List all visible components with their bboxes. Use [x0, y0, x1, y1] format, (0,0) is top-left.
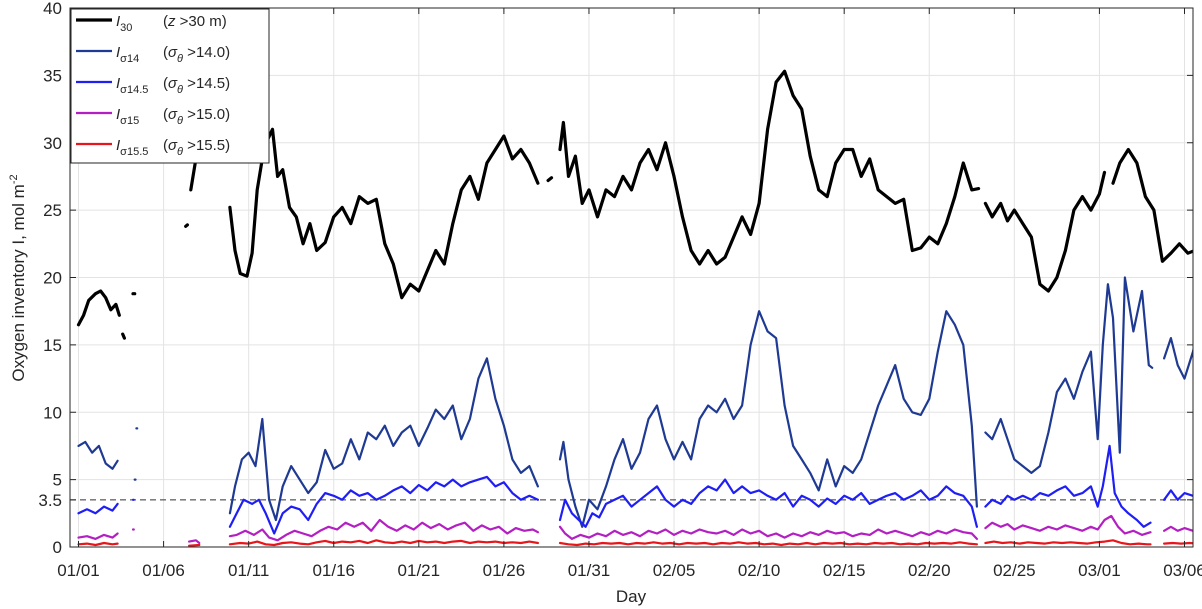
legend-box — [70, 8, 270, 164]
x-tick-label: 01/26 — [483, 561, 526, 580]
legend-condition: (σθ >14.0) — [163, 44, 230, 65]
x-tick-label: 02/20 — [908, 561, 951, 580]
y-tick-label: 5 — [53, 471, 62, 490]
series-line-segment — [121, 332, 126, 340]
series-Is155 — [77, 539, 1193, 547]
legend-label: Iσ14.5 — [116, 75, 148, 96]
legend-label: I30 — [116, 13, 132, 34]
y-axis-label-text: Oxygen inventory I, mol m — [9, 184, 28, 381]
series-line-segment — [983, 170, 1107, 293]
series-line-segment — [984, 514, 1152, 536]
x-tick-label: 02/10 — [738, 561, 781, 580]
x-axis-label: Day — [616, 587, 647, 606]
x-tick-label: 01/16 — [312, 561, 355, 580]
legend-condition: (σθ >15.5) — [163, 137, 230, 158]
series-line-segment — [1163, 337, 1193, 380]
y-tick-label: 40 — [43, 0, 62, 18]
x-tick-label: 01/21 — [398, 561, 441, 580]
legend: I30 (z >30 m) Iσ14 (σθ >14.0) Iσ14.5 (σθ >14.… — [70, 8, 270, 164]
legend-item-Is14: Iσ14 (σθ >14.0) — [76, 44, 230, 65]
y-axis-label: Oxygen inventory I, mol m-2 — [8, 174, 28, 381]
series-line-segment — [1111, 147, 1193, 263]
series-line-segment — [77, 532, 119, 540]
y-axis-ticks: 0 3.55 10 15 20 25 30 35 40 — [38, 0, 1193, 557]
series-line-segment — [558, 310, 978, 528]
series-line-segment — [558, 525, 978, 540]
legend-label: Iσ15.5 — [116, 137, 148, 158]
series-line-segment — [1163, 541, 1193, 545]
y-tick-label: 15 — [43, 336, 62, 355]
x-tick-label: 02/05 — [653, 561, 696, 580]
x-tick-label: 01/11 — [228, 561, 269, 580]
x-axis-ticks: 01/01 01/06 01/11 01/16 01/21 01/26 01/31 02/05… — [57, 8, 1202, 580]
x-tick-label: 01/01 — [57, 561, 100, 580]
legend-item-Is15: Iσ15 (σθ >15.0) — [76, 106, 230, 127]
series-Is14 — [77, 276, 1193, 528]
series-line-segment — [184, 223, 189, 228]
series-line-segment — [228, 518, 539, 542]
x-tick-label: 01/31 — [568, 561, 611, 580]
legend-item-I30: I30 (z >30 m) — [76, 13, 227, 34]
series-line-segment — [228, 357, 539, 522]
legend-condition: (σθ >15.0) — [163, 106, 230, 127]
series-line-segment — [188, 543, 201, 547]
y-tick-label: 30 — [43, 134, 62, 153]
series-line-segment — [558, 541, 978, 547]
legend-label: Iσ14 — [116, 44, 139, 65]
series-line-segment — [188, 539, 201, 545]
series-line-segment — [228, 539, 539, 547]
series-line-segment — [1163, 489, 1193, 501]
series-line-segment — [984, 276, 1154, 474]
series-line-segment — [228, 475, 539, 535]
series-line-segment — [77, 440, 119, 470]
x-tick-label: 03/01 — [1078, 561, 1121, 580]
series-lines — [76, 69, 1193, 547]
y-tick-label: 35 — [43, 66, 62, 85]
series-Is15 — [77, 514, 1193, 545]
y-tick-label: 10 — [43, 403, 62, 422]
series-line-segment — [546, 176, 554, 183]
legend-item-Is145: Iσ14.5 (σθ >14.5) — [76, 75, 230, 96]
y-tick-label: 20 — [43, 269, 62, 288]
legend-item-Is155: Iσ15.5 (σθ >15.5) — [76, 137, 230, 158]
series-line-segment — [77, 502, 119, 515]
series-line-segment — [77, 541, 119, 547]
series-line-segment — [76, 289, 121, 327]
series-line-segment — [558, 478, 978, 528]
legend-condition: (z >30 m) — [163, 13, 227, 30]
legend-condition: (σθ >14.5) — [163, 75, 230, 96]
series-Is145 — [77, 444, 1193, 535]
x-tick-label: 02/25 — [993, 561, 1036, 580]
y-tick-label: 0 — [53, 538, 62, 557]
y-tick-label: 25 — [43, 201, 62, 220]
y-axis-label-superscript: -2 — [8, 174, 20, 184]
series-I30 — [76, 69, 1193, 340]
y-tick-label: 3.5 — [38, 491, 62, 510]
x-tick-label: 01/06 — [142, 561, 185, 580]
series-line-segment — [984, 539, 1152, 546]
legend-label: Iσ15 — [116, 106, 139, 127]
series-line-segment — [984, 444, 1152, 528]
x-tick-label: 03/06 — [1163, 561, 1202, 580]
series-line-segment — [558, 69, 981, 266]
series-line-segment — [1163, 525, 1193, 532]
x-tick-label: 02/15 — [823, 561, 866, 580]
